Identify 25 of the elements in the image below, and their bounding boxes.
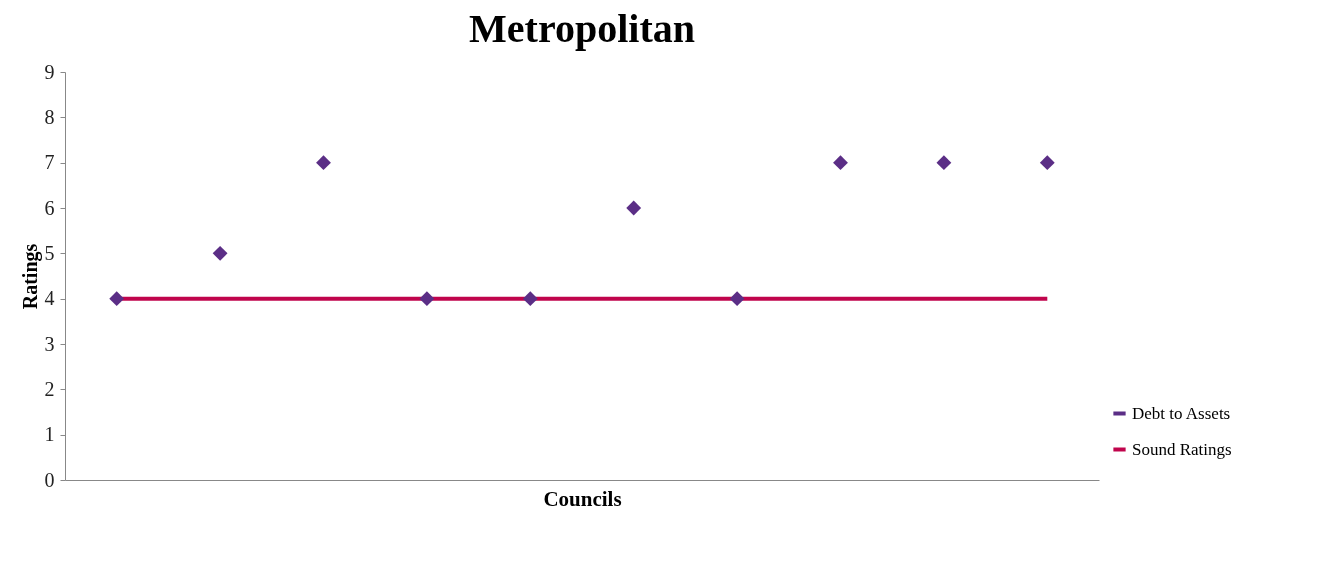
y-axis-title: Ratings — [18, 243, 42, 310]
point — [109, 291, 125, 307]
y-tick-label: 5 — [44, 241, 55, 264]
y-tick-label: 4 — [44, 287, 55, 310]
y-tick-label: 1 — [44, 423, 55, 446]
y-tick-label: 3 — [44, 332, 55, 355]
y-tick-label: 9 — [44, 60, 55, 83]
y-tick-label: 0 — [44, 468, 55, 491]
y-tick-label: 7 — [44, 151, 55, 174]
legend-label: Debt to Assets — [1132, 403, 1231, 423]
y-tick-label: 8 — [44, 105, 55, 128]
point — [419, 291, 435, 307]
chart-title: Metropolitan — [469, 6, 695, 51]
point — [316, 155, 331, 171]
y-tick-label: 6 — [44, 196, 55, 219]
point — [729, 291, 745, 307]
point — [626, 200, 642, 216]
x-axis-title: Councils — [543, 486, 622, 511]
y-tick-label: 2 — [44, 377, 55, 400]
legend-label: Sound Ratings — [1132, 439, 1232, 459]
point — [833, 155, 848, 171]
point — [1039, 155, 1055, 171]
point — [936, 155, 952, 171]
point — [212, 245, 228, 261]
point — [522, 291, 538, 307]
